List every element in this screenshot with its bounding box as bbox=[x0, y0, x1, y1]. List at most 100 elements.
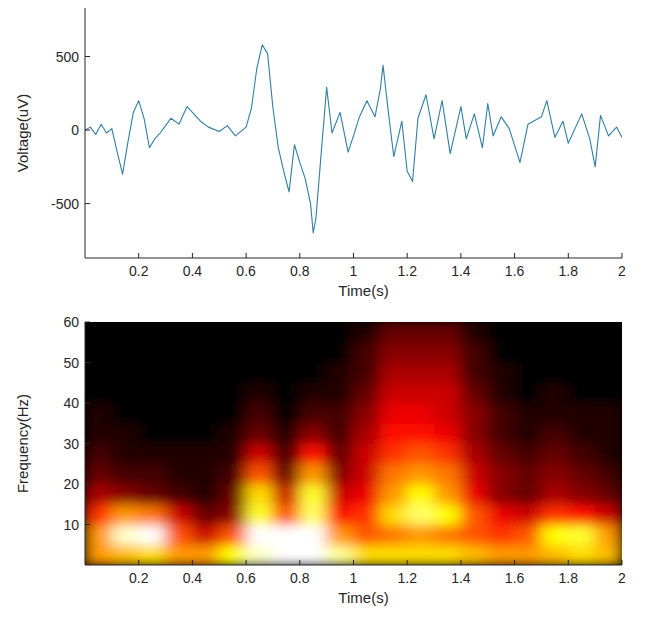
heatmap-cell bbox=[568, 382, 596, 403]
heatmap-cell bbox=[326, 544, 354, 565]
heatmap-cell bbox=[595, 362, 622, 383]
y-tick-label: -500 bbox=[51, 196, 79, 212]
heatmap-cells bbox=[85, 322, 622, 565]
x-axis-title: Time(s) bbox=[338, 282, 388, 299]
heatmap-cell bbox=[460, 524, 488, 545]
heatmap-cell bbox=[434, 362, 462, 383]
x-tick-label: 2 bbox=[618, 263, 626, 279]
heatmap-cell bbox=[460, 403, 488, 424]
heatmap-cell bbox=[165, 504, 193, 525]
heatmap-cell bbox=[111, 484, 139, 505]
heatmap-cell bbox=[568, 342, 596, 363]
heatmap-cell bbox=[111, 423, 139, 444]
heatmap-cell bbox=[434, 524, 462, 545]
heatmap-cell bbox=[165, 362, 193, 383]
x-tick bbox=[299, 560, 300, 565]
heatmap-cell bbox=[407, 322, 435, 343]
heatmap-cell bbox=[138, 463, 166, 484]
heatmap-cell bbox=[192, 403, 220, 424]
heatmap-cell bbox=[165, 382, 193, 403]
heatmap-cell bbox=[407, 544, 435, 565]
heatmap-cell bbox=[165, 443, 193, 464]
heatmap-cell bbox=[219, 504, 247, 525]
heatmap-cell bbox=[299, 463, 327, 484]
heatmap-cell bbox=[85, 423, 112, 444]
heatmap-cell bbox=[595, 524, 622, 545]
heatmap-cell bbox=[272, 484, 300, 505]
heatmap-cell bbox=[246, 362, 274, 383]
heatmap-cell bbox=[138, 524, 166, 545]
heatmap-cell bbox=[192, 443, 220, 464]
x-tick-label: 1.8 bbox=[559, 263, 579, 279]
y-tick-label: 40 bbox=[63, 395, 79, 411]
heatmap-cell bbox=[246, 544, 274, 565]
heatmap-cell bbox=[487, 362, 515, 383]
heatmap-cell bbox=[165, 322, 193, 343]
heatmap-cell bbox=[568, 423, 596, 444]
heatmap-cell bbox=[407, 362, 435, 383]
heatmap-cell bbox=[568, 322, 596, 343]
heatmap-cell bbox=[460, 362, 488, 383]
x-tick bbox=[460, 253, 461, 258]
heatmap-cell bbox=[111, 504, 139, 525]
heatmap-cell bbox=[514, 403, 542, 424]
heatmap-cell bbox=[272, 322, 300, 343]
heatmap-cell bbox=[595, 423, 622, 444]
y-tick bbox=[85, 56, 90, 57]
heatmap-cell bbox=[272, 403, 300, 424]
x-tick-label: 0.8 bbox=[290, 570, 310, 586]
x-tick-label: 0.4 bbox=[183, 263, 203, 279]
heatmap-cell bbox=[380, 463, 408, 484]
heatmap-cell bbox=[272, 544, 300, 565]
heatmap-cell bbox=[460, 322, 488, 343]
x-tick bbox=[138, 560, 139, 565]
heatmap-cell bbox=[487, 403, 515, 424]
y-tick bbox=[85, 484, 90, 485]
x-tick-label: 1 bbox=[350, 570, 358, 586]
heatmap-cell bbox=[541, 463, 569, 484]
y-tick bbox=[85, 403, 90, 404]
heatmap-cell bbox=[165, 463, 193, 484]
heatmap-cell bbox=[326, 362, 354, 383]
y-tick-label: 0 bbox=[71, 122, 79, 138]
heatmap-cell bbox=[380, 423, 408, 444]
heatmap-cell bbox=[111, 342, 139, 363]
heatmap-cell bbox=[460, 423, 488, 444]
heatmap-cell bbox=[85, 403, 112, 424]
x-tick bbox=[568, 253, 569, 258]
heatmap-cell bbox=[246, 524, 274, 545]
heatmap-cell bbox=[595, 544, 622, 565]
x-tick-label: 1.6 bbox=[505, 570, 525, 586]
y-axis-title: Voltage(uV) bbox=[14, 94, 31, 172]
heatmap-cell bbox=[326, 484, 354, 505]
heatmap-cell bbox=[514, 362, 542, 383]
x-tick bbox=[514, 560, 515, 565]
y-axis-title: Frequency(Hz) bbox=[14, 394, 31, 493]
figure: 0.20.40.60.811.21.41.61.82-5000500Time(s… bbox=[0, 0, 647, 620]
heatmap-cell bbox=[111, 382, 139, 403]
heatmap-cell bbox=[353, 524, 381, 545]
heatmap-cell bbox=[380, 382, 408, 403]
heatmap-cell bbox=[219, 463, 247, 484]
panel: 0.20.40.60.811.21.41.61.82-5000500Time(s… bbox=[14, 8, 626, 299]
heatmap-cell bbox=[460, 463, 488, 484]
heatmap-cell bbox=[541, 403, 569, 424]
heatmap-cell bbox=[487, 484, 515, 505]
heatmap-cell bbox=[85, 484, 112, 505]
heatmap-cell bbox=[272, 443, 300, 464]
heatmap-cell bbox=[111, 362, 139, 383]
heatmap-cell bbox=[380, 504, 408, 525]
heatmap-cell bbox=[192, 423, 220, 444]
y-tick-label: 50 bbox=[63, 355, 79, 371]
x-tick-label: 0.4 bbox=[183, 570, 203, 586]
heatmap-cell bbox=[460, 504, 488, 525]
heatmap-cell bbox=[299, 544, 327, 565]
heatmap-cell bbox=[326, 463, 354, 484]
heatmap-cell bbox=[487, 382, 515, 403]
heatmap-cell bbox=[568, 484, 596, 505]
heatmap-cell bbox=[192, 382, 220, 403]
heatmap-cell bbox=[514, 524, 542, 545]
heatmap-cell bbox=[568, 443, 596, 464]
x-tick-label: 1.2 bbox=[397, 263, 417, 279]
x-tick-label: 2 bbox=[618, 570, 626, 586]
